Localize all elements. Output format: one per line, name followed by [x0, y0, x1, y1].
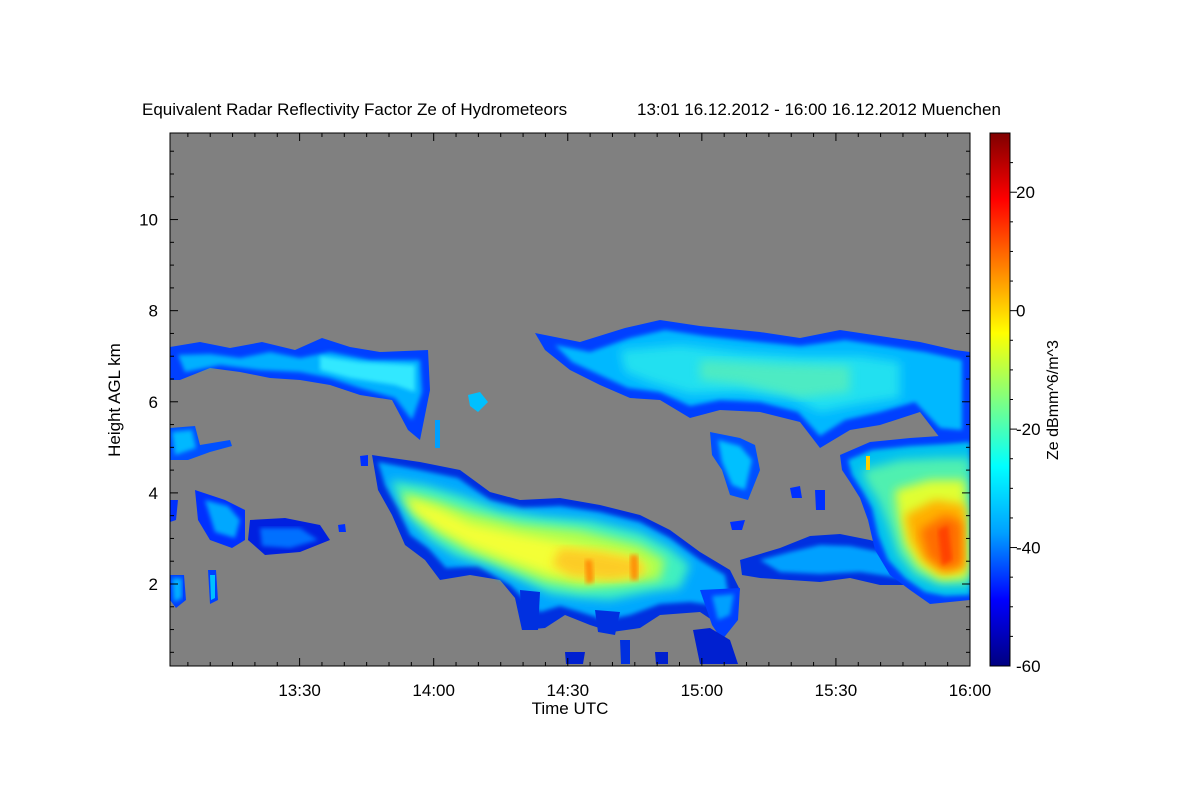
x-tick-label: 13:30: [278, 681, 321, 700]
plot-frame: [169, 132, 971, 667]
upper-cloud-layer: [170, 320, 970, 448]
x-tick-label: 14:30: [546, 681, 589, 700]
x-tick-label: 16:00: [949, 681, 992, 700]
right-cloud-core: [710, 432, 970, 604]
x-tick-label: 15:00: [681, 681, 724, 700]
colorbar-tick-label: 0: [1016, 302, 1025, 321]
chart-title: Equivalent Radar Reflectivity Factor Ze …: [142, 100, 567, 119]
colorbar-label: Ze dBmm^6/m^3: [1045, 340, 1062, 460]
x-axis: 13:30 14:00 14:30 15:00 15:30 16:00: [187, 133, 992, 700]
x-axis-label: Time UTC: [532, 699, 609, 718]
x-tick-label: 14:00: [412, 681, 455, 700]
chart-subtitle: 13:01 16.12.2012 - 16:00 16.12.2012 Muen…: [637, 100, 1001, 119]
y-tick-label: 8: [149, 302, 158, 321]
y-axis-label: Height AGL km: [105, 343, 124, 457]
colorbar-scale: [989, 132, 1011, 667]
colorbar-tick-label: -60: [1016, 657, 1041, 676]
y-tick-label: 2: [149, 575, 158, 594]
colorbar: 20 0 -20 -40 -60 Ze dBmm^6/m^3: [989, 132, 1062, 676]
y-axis: 2 4 6 8 10: [139, 150, 970, 653]
mid-cloud-layer: [338, 455, 740, 664]
y-tick-label: 6: [149, 393, 158, 412]
radar-echoes: [170, 320, 970, 664]
y-tick-label: 10: [139, 211, 158, 230]
x-tick-label: 15:30: [815, 681, 858, 700]
colorbar-ticks: 20 0 -20 -40 -60: [1010, 162, 1041, 676]
colorbar-tick-label: -40: [1016, 539, 1041, 558]
y-tick-label: 4: [149, 484, 158, 503]
colorbar-tick-label: 20: [1016, 183, 1035, 202]
colorbar-tick-label: -20: [1016, 420, 1041, 439]
